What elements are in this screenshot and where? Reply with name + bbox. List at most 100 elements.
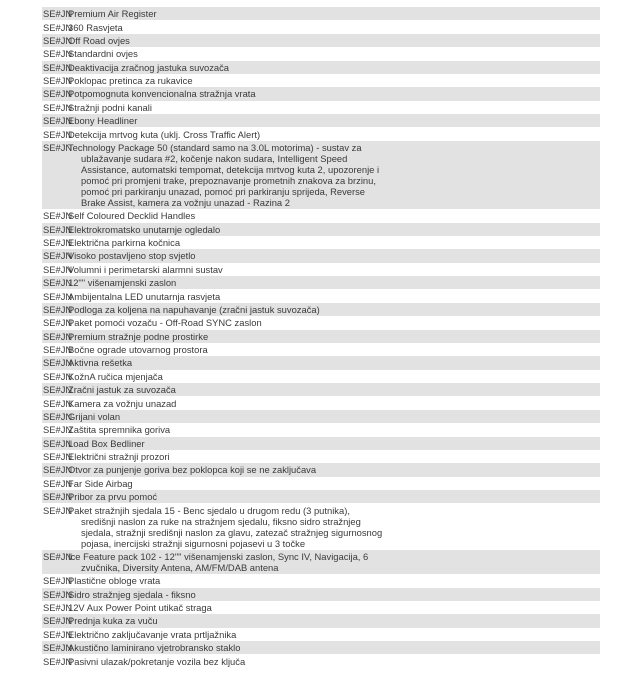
item-text-line: sjedala, stražnji središnji naslon za gl… <box>81 526 383 538</box>
list-item: SE#JN Bočne ograde utovarnog prostora <box>42 343 600 356</box>
item-text-line: Premium Air Register <box>68 8 157 20</box>
item-text-line: Premium stražnje podne prostirke <box>68 330 209 342</box>
item-text: Ice Feature pack 102 - 12"" višenamjensk… <box>68 551 600 573</box>
item-text: KožnA ručica mjenjača <box>68 371 600 382</box>
item-text-line: zvučnika, Diversity Antena, AM/FM/DAB an… <box>81 561 279 573</box>
item-code: SE#JN <box>43 303 73 315</box>
item-text: Off Road ovjes <box>68 35 600 46</box>
item-text: Kamera za vožnju unazad <box>68 398 600 409</box>
list-item: SE#JN Zračni jastuk za suvozača <box>42 383 600 397</box>
item-code: SE#JN <box>43 263 73 275</box>
list-item: SE#JN Otvor za punjenje goriva bez poklop… <box>42 463 600 477</box>
item-text-line: 12V Aux Power Point utikač straga <box>68 602 212 614</box>
item-text: Far Side Airbag <box>68 478 600 489</box>
item-text-line: Visoko postavljeno stop svjetlo <box>68 250 196 262</box>
item-text-line: Plastične obloge vrata <box>68 575 161 587</box>
item-code: SE#JN <box>43 61 73 73</box>
item-code: SE#JN <box>43 210 73 222</box>
item-code: SE#JN <box>43 491 73 503</box>
item-code: SE#JN <box>43 628 73 640</box>
item-text: Detekcija mrtvog kuta (uklj. Cross Traff… <box>68 129 600 140</box>
item-text-line: pojasa, inercijski stražnji sigurnosni p… <box>81 537 306 549</box>
item-text-line: središnji naslon za ruke na stražnjem sj… <box>81 515 361 527</box>
item-text-line: Far Side Airbag <box>68 477 133 489</box>
item-text-line: Load Box Bedliner <box>68 437 145 449</box>
item-text: Aktivna rešetka <box>68 357 600 368</box>
list-item: SE#JN Elektrokromatsko unutarnje ogledalo <box>42 222 600 236</box>
item-code: SE#JN <box>43 384 73 396</box>
item-code: SE#JN <box>43 424 73 436</box>
item-text-line: Paket pomoći vozaču - Off-Road SYNC zasl… <box>68 317 262 329</box>
item-text-line: pomoć pri promjeni trake, prepoznavanje … <box>81 174 376 186</box>
item-text-line: Sidro stražnjeg sjedala - fiksno <box>68 588 196 600</box>
item-text: Ebony Headliner <box>68 115 600 126</box>
list-item: SE#JN Akustično laminirano vjetrobransko … <box>42 641 600 655</box>
list-item: SE#JN Stražnji podni kanali <box>42 101 600 114</box>
list-item: SE#JN Sidro stražnjeg sjedala - fiksno <box>42 587 600 601</box>
item-text-line: Električni stražnji prozori <box>68 451 170 463</box>
list-item: SE#JN Pribor za prvu pomoć <box>42 490 600 504</box>
item-text-line: Poklopac pretinca za rukavice <box>68 75 193 87</box>
list-item: SE#JN Deaktivacija zračnog jastuka suvoza… <box>42 60 600 74</box>
item-text-line: Assistance, automatski tempomat, detekci… <box>81 163 380 175</box>
list-item: SE#JN Volumni i perimetarski alarmni sust… <box>42 263 600 276</box>
item-text-line: Standardni ovjes <box>68 48 138 60</box>
item-text-line: Off Road ovjes <box>68 34 130 46</box>
item-code: SE#JN <box>43 464 73 476</box>
item-code: SE#JN <box>43 88 73 100</box>
item-code: SE#JN <box>43 370 73 382</box>
item-text-line: Zračni jastuk za suvozača <box>68 384 176 396</box>
item-code: SE#JN <box>43 317 73 329</box>
item-code: SE#JN <box>43 34 73 46</box>
item-text-line: KožnA ručica mjenjača <box>68 370 163 382</box>
item-text-line: Detekcija mrtvog kuta (uklj. Cross Traff… <box>68 128 261 140</box>
item-code: SE#JN <box>43 588 73 600</box>
item-text-line: Technology Package 50 (standard samo na … <box>68 141 362 153</box>
list-item: SE#JN 360 Rasvjeta <box>42 20 600 33</box>
item-text: Pasivni ulazak/pokretanje vozila bez klj… <box>68 656 600 667</box>
item-text: Stražnji podni kanali <box>68 102 600 113</box>
list-item: SE#JN Prednja kuka za vuču <box>42 614 600 628</box>
item-text-line: Pribor za prvu pomoć <box>68 491 158 503</box>
item-text-line: Deaktivacija zračnog jastuka suvozača <box>68 61 230 73</box>
item-code: SE#JN <box>43 21 73 33</box>
item-text-line: Kamera za vožnju unazad <box>68 397 177 409</box>
item-text: 12"" višenamjenski zaslon <box>68 277 600 288</box>
item-code: SE#JN <box>43 128 73 140</box>
item-text-line: Akustično laminirano vjetrobransko stakl… <box>68 642 241 654</box>
item-code: SE#JN <box>43 575 73 587</box>
item-text: Električna parkirna kočnica <box>68 237 600 248</box>
item-text: Akustično laminirano vjetrobransko stakl… <box>68 642 600 653</box>
list-item: SE#JN 12"" višenamjenski zaslon <box>42 276 600 290</box>
item-code: SE#JN <box>43 75 73 87</box>
item-code: SE#JN <box>43 237 73 249</box>
list-item: SE#JN Ebony Headliner <box>42 114 600 128</box>
item-text: Otvor za punjenje goriva bez poklopca ko… <box>68 464 600 475</box>
item-text: Pribor za prvu pomoć <box>68 491 600 502</box>
item-code: SE#JN <box>43 550 73 562</box>
item-text-line: Grijani volan <box>68 410 121 422</box>
item-code: SE#JN <box>43 504 73 516</box>
item-code: SE#JN <box>43 223 73 235</box>
item-code: SE#JN <box>43 330 73 342</box>
item-code: SE#JN <box>43 277 73 289</box>
item-text: Zaštita spremnika goriva <box>68 424 600 435</box>
list-item: SE#JN Pasivni ulazak/pokretanje vozila be… <box>42 654 600 667</box>
item-text: Električno zaključavanje vrata prtljažni… <box>68 629 600 640</box>
item-text-line: Pasivni ulazak/pokretanje vozila bez klj… <box>68 655 246 667</box>
item-text-line: Self Coloured Decklid Handles <box>68 210 196 222</box>
item-text-line: Stražnji podni kanali <box>68 101 152 113</box>
list-item: SE#JN Far Side Airbag <box>42 477 600 490</box>
item-text: Load Box Bedliner <box>68 438 600 449</box>
list-item: SE#JN Poklopac pretinca za rukavice <box>42 74 600 87</box>
list-item: SE#JN Visoko postavljeno stop svjetlo <box>42 249 600 263</box>
list-item: SE#JN Detekcija mrtvog kuta (uklj. Cross … <box>42 127 600 140</box>
item-text-line: Prednja kuka za vuču <box>68 615 158 627</box>
item-text: 12V Aux Power Point utikač straga <box>68 602 600 613</box>
list-item: SE#JN Load Box Bedliner <box>42 436 600 450</box>
item-code: SE#JN <box>43 250 73 262</box>
item-text-line: Elektrokromatsko unutarnje ogledalo <box>68 223 221 235</box>
item-text: Premium Air Register <box>68 8 600 19</box>
item-text-line: Ice Feature pack 102 - 12"" višenamjensk… <box>68 550 369 562</box>
item-code: SE#JN <box>43 437 73 449</box>
